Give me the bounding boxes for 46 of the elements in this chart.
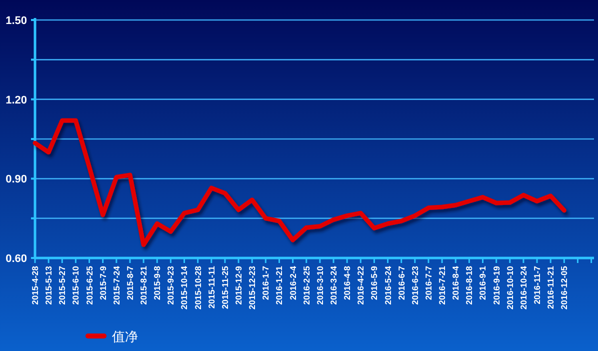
x-tick-label: 2016-5-9 (369, 266, 380, 300)
x-tick-label: 2016-10-10 (504, 266, 515, 310)
x-tick-label: 2016-8-4 (450, 266, 461, 300)
x-tick-label: 2016-11-21 (546, 266, 556, 310)
x-tick-label: 2015-9-23 (166, 266, 176, 305)
x-tick-label: 2015-10-28 (192, 266, 203, 310)
x-tick-label: 2015-10-14 (179, 266, 190, 310)
x-tick-label: 2015-5-13 (44, 266, 54, 305)
x-tick-label: 2015-12-23 (247, 266, 258, 310)
x-tick-label: 2016-3-10 (314, 266, 325, 305)
y-tick-label: 1.50 (6, 15, 27, 27)
x-tick-label: 2015-9-8 (152, 266, 162, 300)
x-tick-label: 2016-9-19 (491, 266, 502, 305)
x-tick-label: 2016-1-7 (260, 266, 271, 300)
x-tick-label: 2015-7-9 (98, 266, 108, 300)
y-tick-label: 0.90 (6, 174, 27, 186)
x-tick-label: 2016-5-24 (382, 266, 393, 305)
x-tick-label: 2015-11-11 (206, 266, 216, 309)
x-tick-label: 2015-6-25 (84, 266, 94, 305)
x-tick-label: 2015-8-21 (138, 266, 149, 305)
x-tick-label: 2015-4-28 (30, 266, 40, 305)
x-tick-label: 2016-1-21 (274, 266, 284, 305)
x-tick-label: 2015-7-24 (111, 266, 122, 305)
x-tick-label: 2015-6-10 (70, 266, 81, 305)
x-tick-label: 2016-12-05 (559, 266, 570, 310)
x-tick-label: 2016-10-24 (518, 266, 528, 310)
x-tick-label: 2015-8-7 (124, 266, 135, 300)
x-tick-label: 2015-12-9 (234, 266, 244, 305)
x-tick-label: 2015-11-25 (220, 266, 230, 310)
x-tick-label: 2016-7-7 (423, 266, 434, 300)
x-tick-label: 2016-3-24 (328, 266, 338, 305)
x-tick-label: 2016-4-8 (342, 266, 352, 300)
y-tick-label: 1.20 (6, 94, 27, 106)
x-tick-label: 2016-2-4 (288, 266, 298, 300)
x-tick-label: 2015-5-27 (57, 266, 68, 305)
x-tick-label: 2016-2-25 (301, 266, 312, 305)
x-tick-label: 2016-4-22 (356, 266, 366, 305)
x-tick-label: 2016-6-7 (396, 266, 406, 300)
line-series (32, 118, 566, 248)
x-tick-label: 2016-11-7 (532, 266, 542, 304)
legend-label: 值净 (112, 329, 138, 344)
y-tick-label: 0.60 (6, 253, 27, 265)
x-tick-label: 2016-8-18 (464, 266, 474, 305)
x-tick-label: 2016-7-21 (437, 266, 448, 305)
x-tick-label: 2016-6-23 (410, 266, 420, 305)
x-tick-label: 2016-9-1 (478, 266, 488, 300)
